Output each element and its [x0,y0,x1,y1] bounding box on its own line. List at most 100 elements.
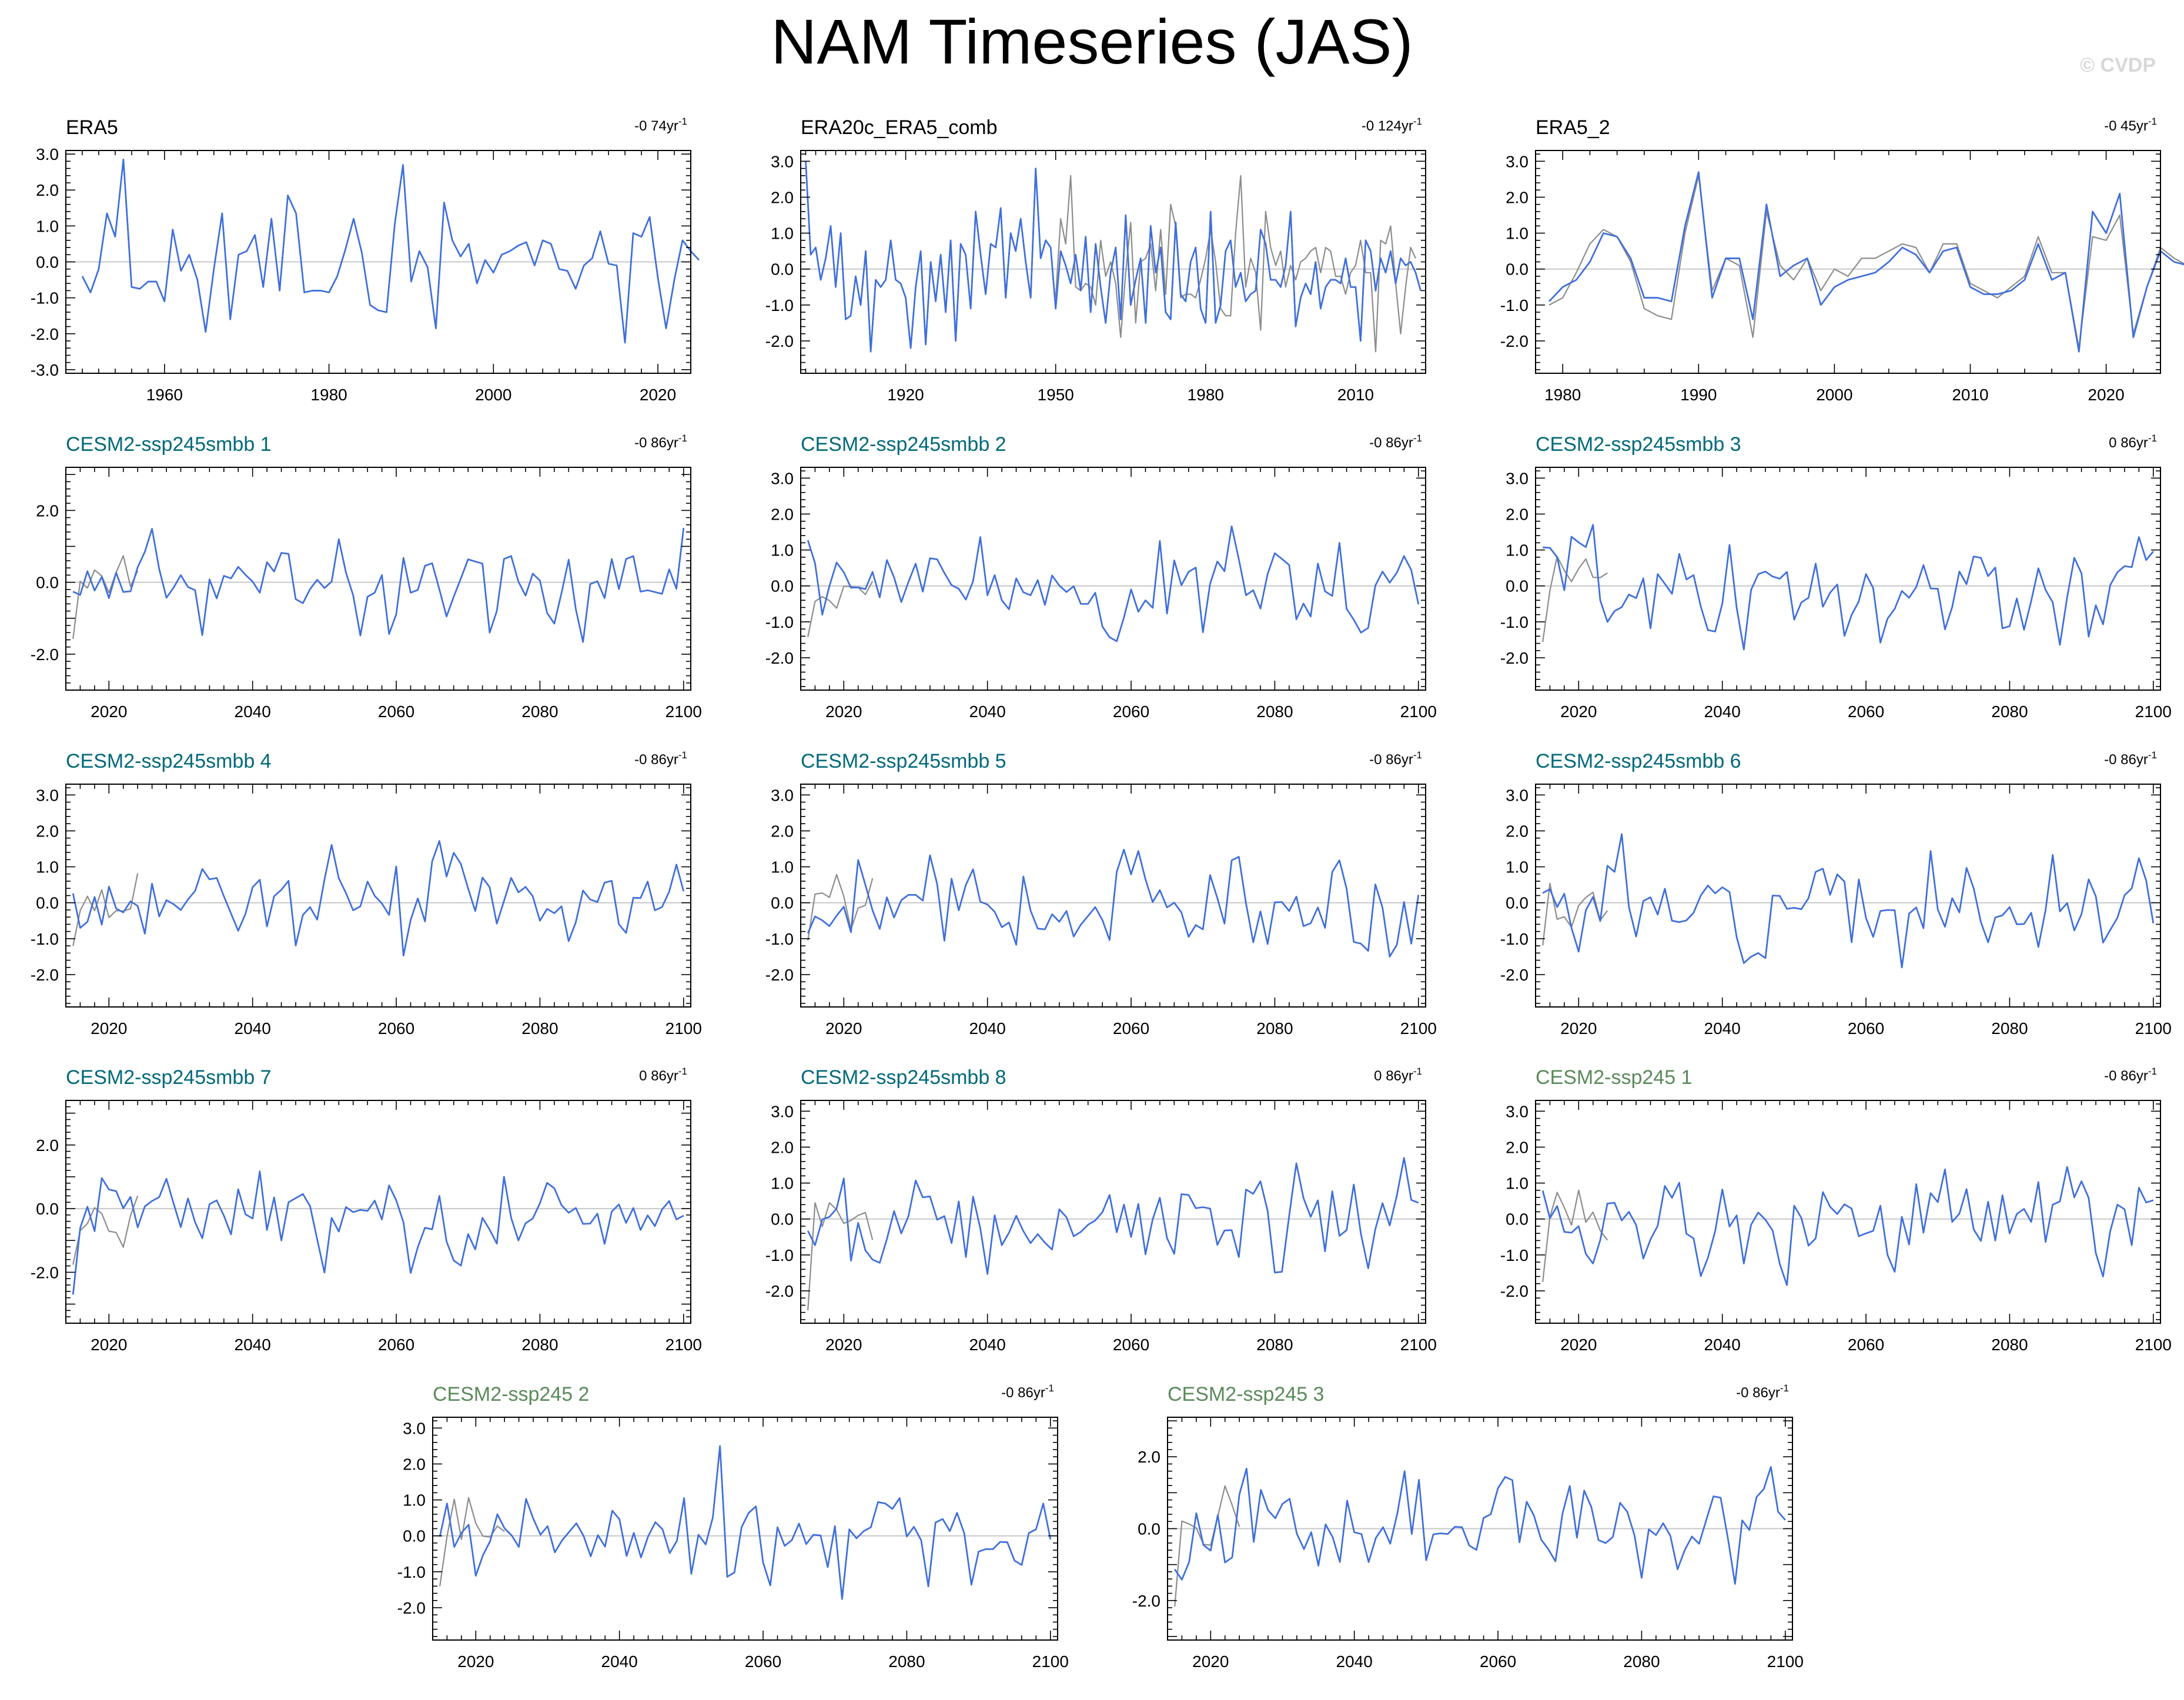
y-tick-label: -2.0 [31,1263,59,1281]
x-tick-label: 1960 [146,386,183,404]
y-tick-label: 2.0 [771,505,794,523]
series-line-top [81,158,700,344]
y-tick-label: 1.0 [771,541,794,560]
x-tick-label: 2020 [91,1019,127,1038]
y-tick-label: 3.0 [403,1419,426,1437]
y-tick-label: 3.0 [1506,469,1529,487]
x-tick-label: 2060 [378,702,414,721]
series-line-top [1541,1166,2154,1286]
series-line-top [1542,833,2155,969]
y-tick-label: -2.0 [1500,1282,1529,1300]
x-tick-label: 2020 [825,1019,862,1038]
y-tick-label: -2.0 [765,332,794,350]
x-tick-label: 2100 [665,1336,702,1354]
y-tick-label: 3.0 [36,145,59,163]
y-tick-label: 0.0 [771,1210,794,1229]
x-tick-label: 1950 [1038,386,1074,404]
series-line [807,525,1420,642]
y-tick-label: 1.0 [1506,541,1529,560]
y-tick-label: -1.0 [31,289,59,307]
series-line [1548,171,2184,353]
y-tick-label: 2.0 [1506,188,1529,206]
trend-label: 0 86yr-1 [2109,433,2157,451]
panel-title: CESM2-ssp245smbb 5 [801,750,1006,772]
y-tick-label: 0.0 [1506,894,1529,912]
y-tick-label: 1.0 [1506,1174,1529,1193]
y-tick-label: 3.0 [771,786,794,804]
series-line-top [439,1445,1052,1600]
plot-frame [800,784,1426,1008]
y-tick-label: -2.0 [765,649,794,667]
x-tick-label: 2100 [1400,702,1437,721]
page-title: NAM Timeseries (JAS) [771,6,1413,77]
overlay-series-line [1542,555,1608,642]
chart-panel-1: ERA5 -0 74yr-1 3.0 2.0 1.0 0.0 -1.0 -2.0 -3.0 196… [31,116,700,404]
series-line-top [1174,1466,1786,1585]
x-tick-label: 2080 [521,702,558,721]
plot-frame [65,467,691,691]
series-line [439,1445,1052,1600]
y-tick-label: 2.0 [771,822,794,840]
plot-frame [1535,150,2161,374]
chart-panel-12: CESM2-ssp245 1 -0 86yr-1 3.0 2.0 1.0 0.0 -1.0 -… [1500,1066,2172,1354]
y-tick-label: 2.0 [36,822,59,840]
trend-label: 0 86yr-1 [639,1066,687,1084]
series-line [72,1170,684,1295]
y-tick-label: 1.0 [36,217,59,235]
series-line-top [1548,171,2184,353]
y-tick-label: -2.0 [1132,1592,1160,1610]
x-tick-label: 2100 [2135,702,2172,721]
y-tick-label: 0.0 [36,1200,59,1218]
x-tick-label: 1980 [310,386,347,404]
panel-title: CESM2-ssp245 3 [1168,1383,1324,1405]
y-tick-label: 2.0 [1506,822,1529,840]
y-tick-label: -1.0 [1500,296,1529,314]
x-tick-label: 2040 [235,1019,271,1038]
panel-title: CESM2-ssp245smbb 2 [801,433,1006,456]
x-tick-label: 2080 [1623,1652,1660,1671]
x-tick-label: 2060 [1113,702,1149,721]
trend-label: -0 86yr-1 [1736,1383,1789,1401]
y-tick-label: 2.0 [771,188,794,206]
x-tick-label: 2040 [601,1652,638,1671]
x-tick-label: 2060 [1113,1336,1149,1354]
panel-title: CESM2-ssp245smbb 4 [66,750,272,772]
panel-title: ERA5_2 [1536,116,1610,139]
series-line-top [1543,524,2154,651]
y-tick-label: -2.0 [1500,649,1529,667]
panel-title: CESM2-ssp245smbb 3 [1536,433,1741,456]
y-tick-label: 1.0 [403,1491,426,1510]
watermark: © CVDP [2080,54,2156,76]
x-tick-label: 2020 [1560,702,1597,721]
series-line-top [807,849,1420,958]
panel-title: CESM2-ssp245 1 [1536,1066,1692,1089]
overlay-series-line [72,555,139,639]
series-line-top [72,840,685,956]
x-tick-label: 2040 [969,1019,1006,1038]
y-tick-label: -1.0 [31,930,59,948]
overlay-series-line [1548,175,2184,349]
y-tick-label: 2.0 [771,1138,794,1156]
chart-panel-2: ERA20c_ERA5_comb -0 124yr-1 3.0 2.0 1.0 0.0 -1… [765,116,1426,404]
y-tick-label: -1.0 [397,1563,426,1581]
x-tick-label: 2000 [1816,386,1852,404]
chart-panel-13: CESM2-ssp245 2 -0 86yr-1 3.0 2.0 1.0 0.0 -1.0 -… [397,1383,1069,1671]
y-tick-label: -2.0 [765,1282,794,1300]
x-tick-label: 2060 [1113,1019,1149,1038]
y-tick-label: -1.0 [765,1246,794,1264]
x-tick-label: 2020 [640,386,676,404]
y-tick-label: 0.0 [1506,577,1529,595]
y-tick-label: 1.0 [771,225,794,243]
y-tick-label: 3.0 [36,786,59,804]
overlay-series-line [807,1202,874,1311]
overlay-series-line [807,874,874,941]
y-tick-label: 0.0 [36,574,59,592]
overlay-series-line [1542,882,1608,946]
x-tick-label: 2060 [1848,702,1884,721]
y-tick-label: 3.0 [1506,1102,1529,1120]
series-line-top [72,528,685,643]
overlay-series-line [1542,1189,1608,1282]
y-tick-label: 0.0 [771,577,794,595]
y-tick-label: 0.0 [771,260,794,279]
